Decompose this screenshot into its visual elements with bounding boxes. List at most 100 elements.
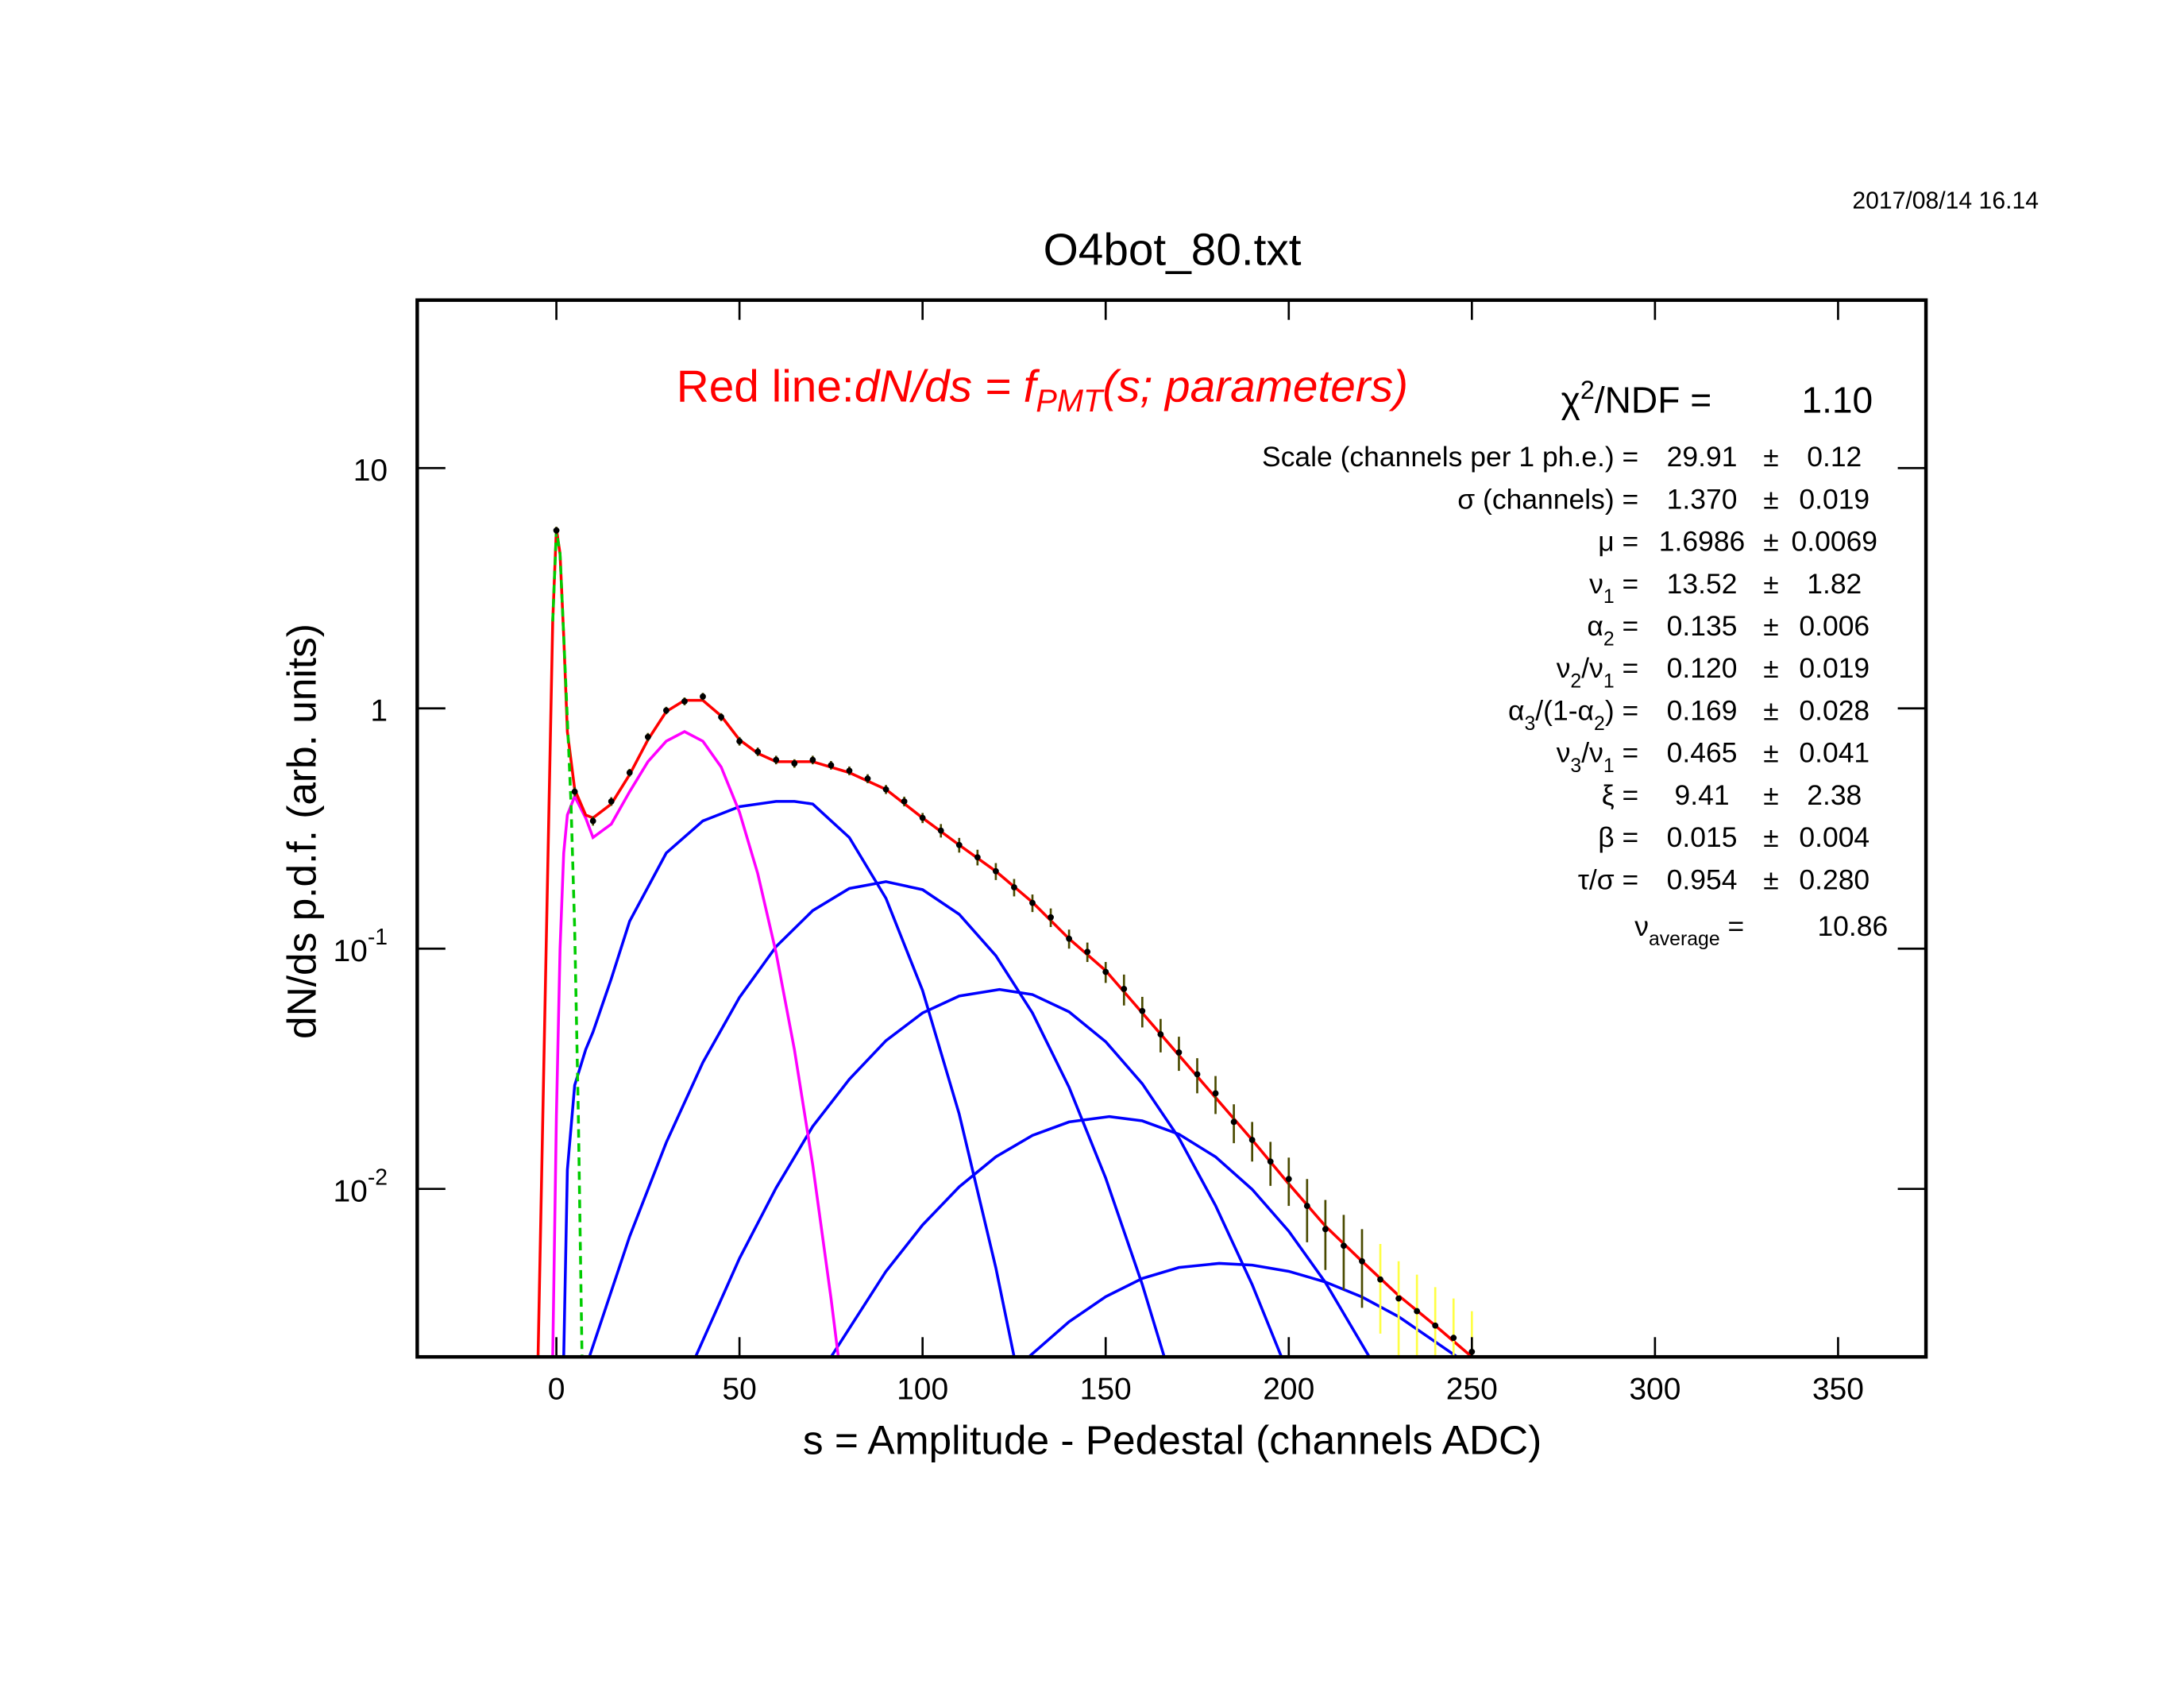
parameter-error: 2.38: [1807, 779, 1862, 811]
data-point: [828, 762, 835, 769]
parameter-value: 10.86: [1817, 910, 1888, 942]
x-tick-label: 350: [1812, 1372, 1864, 1406]
data-point: [882, 786, 889, 793]
parameter-pm: ±: [1763, 441, 1778, 473]
data-point: [553, 527, 560, 534]
data-point: [974, 854, 981, 861]
parameter-label-part: 3: [1570, 755, 1581, 777]
parameter-label-part: =: [1615, 610, 1639, 642]
data-point: [718, 713, 724, 720]
fit-curve: [551, 730, 840, 1358]
data-point: [773, 756, 780, 763]
parameter-error: 0.041: [1799, 737, 1870, 769]
parameter-pm: ±: [1763, 568, 1778, 600]
parameter-value: 0.465: [1667, 737, 1738, 769]
parameter-label-part: β =: [1598, 821, 1638, 853]
y-tick-label: 1: [370, 694, 388, 728]
data-point: [681, 697, 688, 705]
parameter-value: 0.954: [1667, 863, 1738, 895]
data-point: [1450, 1335, 1457, 1342]
parameter-label-part: α: [1587, 610, 1603, 642]
y-axis-title: dN/ds p.d.f. (arb. units): [279, 624, 325, 1039]
y-tick-label-exponent: -1: [368, 925, 388, 950]
parameter-label: ξ =: [1602, 779, 1638, 811]
data-point: [626, 769, 633, 776]
parameter-label: μ =: [1598, 526, 1638, 558]
chart-title: O4bot_80.txt: [1044, 225, 1302, 275]
parameter-label-part: /ν: [1581, 737, 1603, 769]
x-tick-label: 100: [897, 1372, 948, 1406]
parameter-error: 0.006: [1799, 610, 1870, 642]
chi2-label: χ2/NDF =: [1561, 376, 1711, 421]
data-point: [589, 817, 596, 825]
parameter-error: 0.028: [1799, 694, 1870, 726]
data-point: [1248, 1137, 1256, 1143]
parameter-label-part: =: [1615, 568, 1639, 600]
fit-curve: [562, 800, 1016, 1358]
parameter-label-part: σ (channels) =: [1457, 483, 1638, 515]
parameter-error: 0.0069: [1792, 526, 1878, 558]
data-point: [937, 827, 944, 834]
fit-label: Red line:dN/ds = fPMT(s; parameters): [677, 362, 1408, 419]
data-point: [1066, 935, 1073, 942]
x-tick-label: 200: [1263, 1372, 1314, 1406]
parameter-label-part: 2: [1570, 671, 1581, 693]
data-point: [1048, 914, 1054, 921]
parameter-label-part: /(1-α: [1535, 694, 1594, 726]
parameter-label: ν2/ν1 =: [1557, 652, 1639, 692]
data-point: [1414, 1308, 1421, 1315]
y-tick-label: 10-2: [333, 1165, 388, 1208]
y-tick-label: 10-1: [333, 925, 388, 968]
parameter-label: ν3/ν1 =: [1557, 737, 1639, 777]
parameter-pm: ±: [1763, 694, 1778, 726]
data-point: [791, 760, 798, 767]
parameter-label-part: =: [1615, 652, 1639, 684]
fit-curve: [588, 880, 1166, 1358]
parameter-pm: ±: [1763, 652, 1778, 684]
x-tick-label: 0: [548, 1372, 565, 1406]
parameter-pm: ±: [1763, 737, 1778, 769]
data-point: [901, 798, 908, 805]
data-point: [846, 767, 853, 774]
parameter-pm: ±: [1763, 821, 1778, 853]
fit-label-part: Red line:: [677, 362, 855, 412]
fit-curve: [829, 1114, 1371, 1358]
fit-label-part: dN/ds = f: [855, 362, 1040, 412]
parameter-label-part: ν: [1589, 568, 1603, 600]
chi2-label-part: χ: [1561, 380, 1580, 421]
data-point: [1084, 948, 1091, 956]
data-point: [955, 841, 963, 848]
data-point: [662, 707, 669, 714]
parameter-label: σ (channels) =: [1457, 483, 1638, 515]
data-point: [736, 738, 743, 744]
parameter-label-part: ν: [1557, 652, 1571, 684]
parameter-value: 0.120: [1667, 652, 1738, 684]
parameter-label-part: 1: [1603, 755, 1615, 777]
data-point: [1121, 985, 1128, 992]
parameter-label-part: ξ =: [1602, 779, 1638, 811]
data-point: [1175, 1049, 1183, 1056]
y-tick-label-base: 1: [370, 694, 388, 728]
y-tick-label-base: 10: [333, 934, 367, 968]
data-point: [919, 814, 926, 821]
parameter-value: 13.52: [1667, 568, 1738, 600]
parameter-label: β =: [1598, 821, 1638, 853]
plot-frame: [415, 298, 1928, 1359]
data-point: [864, 775, 871, 782]
data-point: [1303, 1203, 1310, 1209]
parameter-value: 0.169: [1667, 694, 1738, 726]
data-point: [1267, 1158, 1274, 1165]
data-point: [1285, 1176, 1292, 1183]
parameter-value: 0.015: [1667, 821, 1738, 853]
y-tick-label-exponent: -2: [368, 1165, 388, 1190]
y-tick-label-base: 10: [333, 1175, 367, 1209]
parameter-value: 9.41: [1675, 779, 1730, 811]
parameter-error: 0.004: [1799, 821, 1870, 853]
data-point: [1359, 1257, 1365, 1265]
parameter-value: 29.91: [1667, 441, 1738, 473]
data-point: [809, 756, 816, 763]
parameter-label-part: 3: [1524, 713, 1535, 735]
data-point: [1194, 1071, 1201, 1078]
parameter-label: α2 =: [1587, 610, 1638, 650]
parameter-pm: ±: [1763, 483, 1778, 515]
